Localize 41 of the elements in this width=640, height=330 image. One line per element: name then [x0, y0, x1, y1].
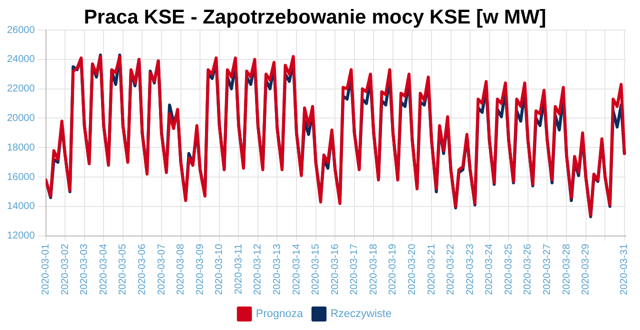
y-tick-label: 26000: [6, 24, 36, 36]
x-tick-label: 2020-03-10: [214, 243, 226, 296]
x-tick-label: 2020-03-05: [118, 243, 129, 296]
x-tick-label: 2020-03-18: [368, 243, 380, 296]
x-tick-label: 2020-03-20: [406, 243, 418, 296]
y-tick-label: 18000: [6, 142, 36, 154]
x-tick-label: 2020-03-29: [580, 243, 592, 296]
x-tick-label: 2020-03-13: [272, 243, 283, 296]
x-tick-label: 2020-03-11: [233, 243, 244, 294]
x-tick-label: 2020-03-01: [40, 243, 52, 296]
x-tick-label: 2020-03-04: [98, 243, 110, 296]
x-tick-label: 2020-03-03: [79, 243, 90, 296]
y-tick-label: 22000: [6, 84, 36, 95]
x-tick-label: 2020-03-19: [388, 243, 399, 296]
x-tick-label: 2020-03-25: [503, 243, 514, 296]
y-tick-label: 14000: [6, 201, 36, 212]
y-tick-label: 16000: [6, 172, 36, 183]
x-tick-label: 2020-03-06: [136, 243, 148, 296]
x-tick-label: 2020-03-16: [330, 243, 341, 296]
x-tick-label: 2020-03-31: [619, 243, 630, 296]
x-tick-label: 2020-03-24: [484, 243, 496, 296]
x-tick-label: 2020-03-26: [522, 243, 534, 296]
x-tick-label: 2020-03-12: [252, 243, 264, 296]
y-tick-label: 20000: [6, 112, 36, 124]
x-tick-label: 2020-03-17: [349, 243, 360, 296]
x-tick-label: 2020-03-15: [310, 243, 322, 296]
legend-label: Rzeczywiste: [330, 308, 392, 320]
x-tick-label: 2020-03-02: [60, 243, 71, 296]
x-tick-label: 2020-03-21: [426, 243, 438, 296]
x-tick-label: 2020-03-27: [542, 243, 553, 296]
x-tick-label: 2020-03-23: [464, 243, 476, 296]
x-tick-label: 2020-03-28: [561, 243, 572, 296]
y-tick-label: 24000: [6, 54, 36, 66]
chart-title: Praca KSE - Zapotrzebowanie mocy KSE [w MW]: [84, 6, 546, 29]
y-tick-label: 12000: [6, 230, 36, 242]
x-tick-label: 2020-03-09: [194, 243, 206, 296]
x-tick-label: 2020-03-22: [446, 243, 457, 296]
x-tick-label: 2020-03-08: [176, 243, 187, 296]
x-tick-label: 2020-03-14: [291, 243, 302, 296]
legend-label: Prognoza: [256, 308, 304, 320]
x-tick-label: 2020-03-07: [156, 243, 168, 296]
